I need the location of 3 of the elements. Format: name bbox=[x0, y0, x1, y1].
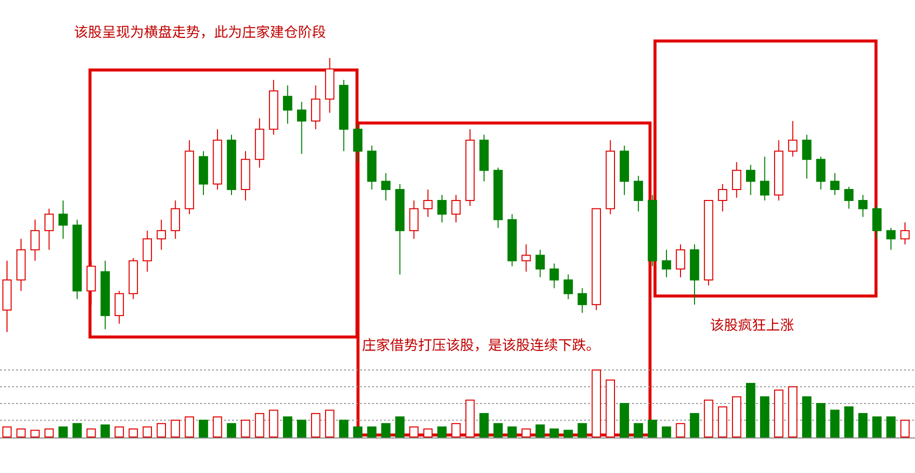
annotation: 该股疯狂上涨 bbox=[710, 315, 794, 335]
text: 庄家借势打压该股，是该股连续下跌。 bbox=[362, 335, 600, 355]
text: 该股呈现为横盘走势，此为庄家建仓阶段 bbox=[74, 22, 326, 42]
